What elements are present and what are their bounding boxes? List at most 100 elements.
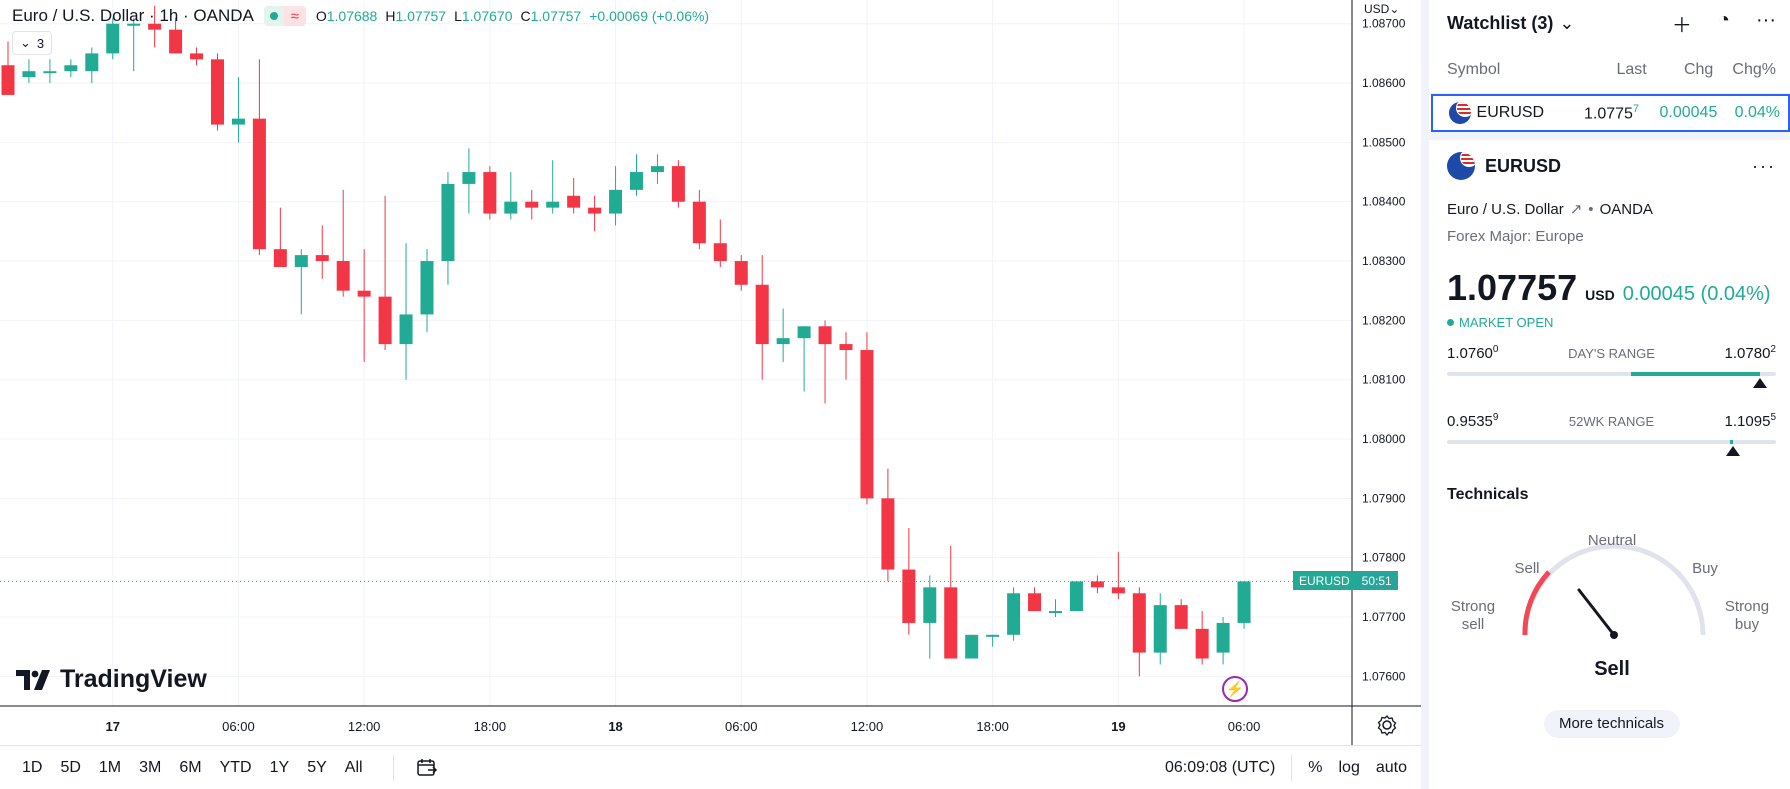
more-technicals-button[interactable]: More technicals [1543,710,1680,738]
open-value: 1.07688 [326,8,378,24]
timeframe-1y[interactable]: 1Y [269,758,290,776]
price-tick-label: 1.08100 [1362,373,1406,387]
time-tick-label: 18:00 [474,719,507,734]
price-chart[interactable]: 1.08700 1.08600 1.08500 1.08400 1.08300 1.082… [0,0,1421,745]
days-range: 1.07600 DAY'S RANGE 1.07802 [1447,344,1776,388]
label-sell: Sell [1514,560,1540,577]
candle-body [441,183,455,262]
wk52-range-low: 0.95359 [1447,412,1499,430]
candle-body [399,314,413,345]
currency-selector[interactable]: USD⌄ [1364,2,1400,16]
tradingview-logo[interactable]: TradingView [16,665,207,694]
watchlist-header: Watchlist (3) ⌄ ＋ ◔ ··· [1429,0,1790,46]
more-options-icon[interactable]: ··· [1752,155,1776,176]
settings-gear-icon[interactable] [1375,713,1399,737]
details-symbol[interactable]: EURUSD [1485,155,1562,176]
candle-body [818,326,832,345]
chevron-down-icon: ⌄ [20,35,31,50]
candle-body [839,344,853,351]
candle-body [650,166,664,173]
candle-body [22,71,36,78]
pie-chart-icon[interactable]: ◔ [1717,8,1731,31]
timeframe-6m[interactable]: 6M [179,758,202,776]
candle-body [211,59,224,125]
candle-body [252,118,266,250]
log-toggle[interactable]: log [1338,758,1360,776]
timeframe-3m[interactable]: 3M [139,758,162,776]
timeframe-1m[interactable]: 1M [98,758,122,776]
symbol-details: EURUSD ··· Euro / U.S. Dollar ↗ • OANDA … [1429,132,1790,738]
time-tick-label: 17 [106,719,120,734]
wk52-range-label: 52WK RANGE [1568,413,1655,429]
candle-body [1195,628,1209,659]
details-price-block: 1.07757 USD 0.00045 (0.04%) [1447,267,1776,309]
go-to-date-button[interactable] [392,754,438,781]
price-tag-countdown: 50:51 [1361,573,1392,588]
timeframe-ytd[interactable]: YTD [219,758,252,776]
details-category[interactable]: Forex Major: Europe [1447,228,1584,245]
candle-body [315,255,329,262]
candle-body [1132,593,1146,653]
market-status-badge[interactable]: ≈ [263,6,306,26]
timeframe-5y[interactable]: 5Y [307,758,327,776]
wk52-range: 0.95359 52WK RANGE 1.10955 [1447,412,1776,456]
candle-body [965,634,979,659]
market-open-icon [263,6,284,26]
symbol-title[interactable]: Euro / U.S. Dollar · 1h · OANDA [12,6,254,25]
candle-body [1090,581,1104,588]
column-last[interactable]: Last [1616,60,1647,78]
time-tick-label: 12:00 [348,719,381,734]
bottom-toolbar: 1D 5D 1M 3M 6M YTD 1Y 5Y All 06:09:08 (UTC) % lo… [0,745,1421,789]
candle-body [420,261,434,315]
column-symbol[interactable]: Symbol [1447,60,1501,78]
timeframe-1d[interactable]: 1D [22,758,43,776]
chevron-down-icon[interactable]: ⌄ [1559,12,1575,33]
candle-body [378,296,392,345]
calendar-icon [416,758,437,776]
details-description: Euro / U.S. Dollar ↗ • OANDA [1447,200,1653,219]
lightning-icon[interactable]: ⚡ [1222,676,1248,702]
timeframe-all[interactable]: All [344,758,363,776]
candle-body [85,53,99,72]
wk52-range-fill [1729,440,1734,444]
candle-body [127,23,141,26]
time-tick-label: 18:00 [976,719,1009,734]
auto-toggle[interactable]: auto [1375,758,1407,776]
timeframe-list: 1D 5D 1M 3M 6M YTD 1Y 5Y All [22,759,363,777]
low-value: 1.07670 [461,8,513,24]
clock[interactable]: 06:09:08 (UTC) [1165,758,1276,776]
percent-toggle[interactable]: % [1308,758,1323,776]
external-link-icon[interactable]: ↗ [1569,201,1583,218]
candle-body [504,201,518,214]
days-range-track [1447,372,1776,388]
watchlist-title[interactable]: Watchlist (3) [1447,12,1554,33]
technicals-title[interactable]: Technicals [1447,486,1529,503]
candle-body [190,53,204,60]
candle-body [1049,611,1062,614]
timeframe-5d[interactable]: 5D [60,758,81,776]
time-tick-label: 12:00 [851,719,884,734]
column-chg[interactable]: Chg [1683,60,1714,78]
column-chg-pct[interactable]: Chg% [1732,60,1776,78]
label-buy: Buy [1692,560,1718,577]
watchlist-row-eurusd[interactable]: EURUSD 1.07757 0.00045 0.04% [1431,94,1790,132]
candle-body [525,201,539,208]
details-header: EURUSD ··· [1447,152,1776,180]
row-last: 1.07757 [1583,102,1640,123]
chart-area[interactable]: 1.08700 1.08600 1.08500 1.08400 1.08300 1.082… [0,0,1421,789]
watchlist-columns: Symbol Last Chg Chg% [1429,46,1790,94]
technicals-gauge: Neutral Sell Buy Strong sell Strong buy … [1447,510,1777,690]
candle-body [776,338,790,345]
candle-body [692,201,706,244]
indicators-collapse-button[interactable]: ⌄ 3 [12,31,53,55]
label-neutral: Neutral [1587,532,1637,549]
add-symbol-icon[interactable]: ＋ [1671,14,1692,37]
more-options-icon[interactable]: ··· [1756,8,1776,31]
price-tick-label: 1.07900 [1362,491,1406,505]
high-value: 1.07757 [395,8,447,24]
details-currency: USD [1585,287,1615,303]
right-panel: Watchlist (3) ⌄ ＋ ◔ ··· Symbol Last Chg … [1421,0,1790,789]
candle-body [169,29,183,54]
gauge-needle [1577,588,1616,637]
